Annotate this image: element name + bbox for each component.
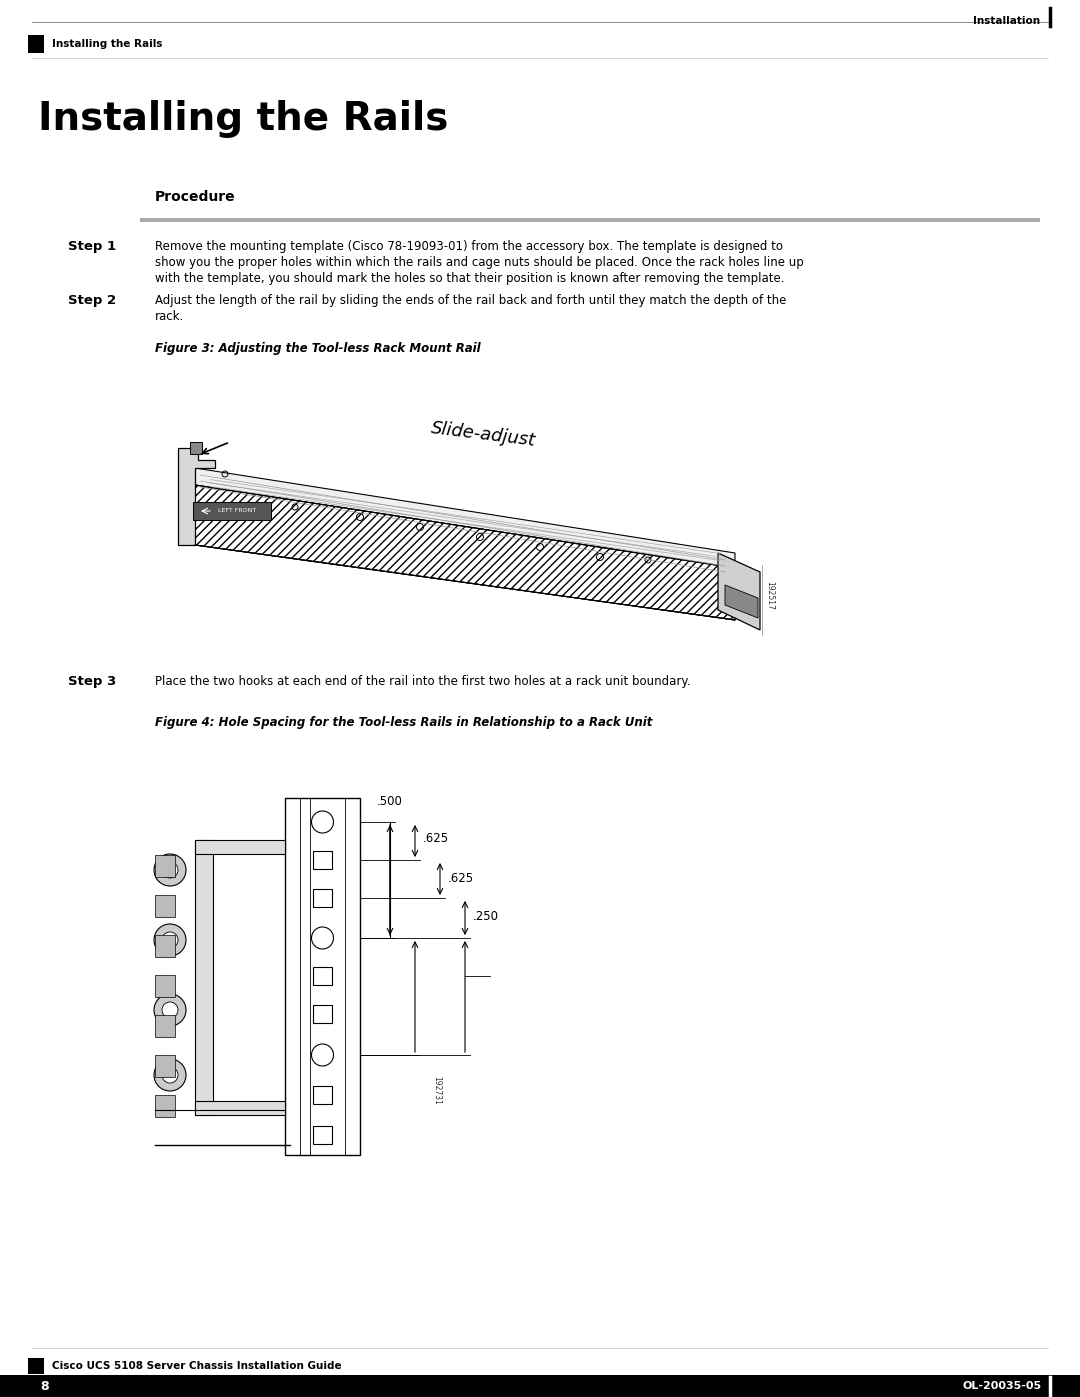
Text: Slide-adjust: Slide-adjust [430,419,537,450]
Bar [313,851,332,869]
Text: Step 3: Step 3 [68,675,117,687]
Circle shape [162,1002,178,1018]
Text: LEFT FRONT: LEFT FRONT [218,509,256,514]
Bar [313,888,332,907]
Text: 192517: 192517 [765,581,774,609]
Text: .250: .250 [473,909,499,922]
Bar [195,840,285,854]
Circle shape [154,995,186,1025]
Bar [195,840,213,1115]
Text: 8: 8 [41,1379,50,1393]
Text: .625: .625 [423,831,449,845]
Bar [140,218,1040,222]
Bar [0,1375,1080,1397]
Text: Adjust the length of the rail by sliding the ends of the rail back and forth unt: Adjust the length of the rail by sliding… [156,293,786,307]
Bar [193,502,271,520]
Text: Cisco UCS 5108 Server Chassis Installation Guide: Cisco UCS 5108 Server Chassis Installati… [52,1361,341,1370]
Text: Procedure: Procedure [156,190,235,204]
Text: Installing the Rails: Installing the Rails [52,39,162,49]
Circle shape [162,1067,178,1083]
Polygon shape [725,585,758,617]
Text: Place the two hooks at each end of the rail into the first two holes at a rack u: Place the two hooks at each end of the r… [156,675,690,687]
Bar [156,895,175,916]
Bar [156,935,175,957]
Bar [195,1101,285,1115]
Text: OL-20035-05: OL-20035-05 [963,1382,1042,1391]
Text: Installing the Rails: Installing the Rails [38,101,448,138]
Text: rack.: rack. [156,310,185,323]
Polygon shape [178,448,215,545]
Circle shape [162,862,178,877]
Bar [156,1095,175,1118]
Text: Installation: Installation [973,15,1040,27]
Text: Remove the mounting template (Cisco 78-19093-01) from the accessory box. The tem: Remove the mounting template (Cisco 78-1… [156,240,783,253]
Text: Figure 3: Adjusting the Tool-less Rack Mount Rail: Figure 3: Adjusting the Tool-less Rack M… [156,342,481,355]
Bar [313,1085,332,1105]
Bar [313,1004,332,1024]
Text: Step 2: Step 2 [68,293,117,307]
Text: .500: .500 [377,795,403,807]
Circle shape [154,854,186,886]
Bar [190,441,202,454]
Text: with the template, you should mark the holes so that their position is known aft: with the template, you should mark the h… [156,272,784,285]
Bar [28,1358,44,1375]
Text: .625: .625 [448,872,474,884]
Bar [156,975,175,997]
Bar [313,1126,332,1144]
Bar [156,1016,175,1037]
Text: Step 1: Step 1 [68,240,117,253]
Circle shape [311,1044,334,1066]
Circle shape [154,1059,186,1091]
Text: show you the proper holes within which the rails and cage nuts should be placed.: show you the proper holes within which t… [156,256,804,270]
Bar [313,967,332,985]
Circle shape [162,932,178,949]
Circle shape [311,928,334,949]
Bar [285,798,360,1155]
Bar [156,855,175,877]
Polygon shape [195,468,735,569]
Text: Figure 4: Hole Spacing for the Tool-less Rails in Relationship to a Rack Unit: Figure 4: Hole Spacing for the Tool-less… [156,717,652,729]
Circle shape [311,812,334,833]
Polygon shape [718,553,760,630]
Bar [156,1055,175,1077]
Polygon shape [195,485,735,620]
Circle shape [154,923,186,956]
Bar [28,35,44,53]
Text: 192731: 192731 [432,1076,441,1105]
